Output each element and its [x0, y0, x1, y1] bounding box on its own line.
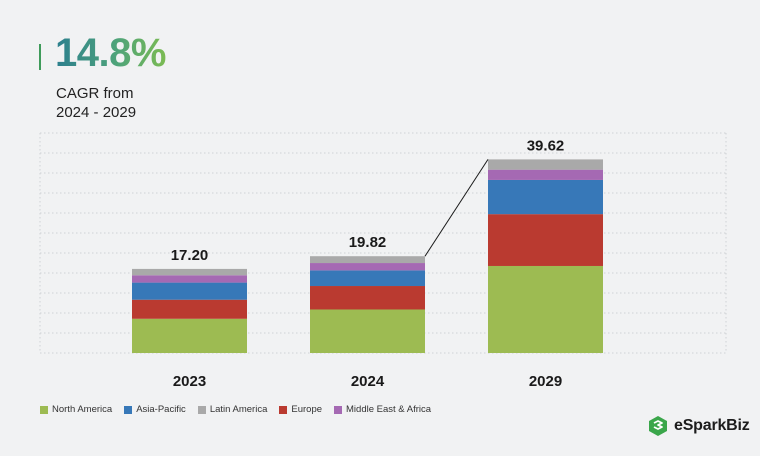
- bar-segment-europe-2029: [488, 214, 603, 266]
- bar-segment-europe-2024: [310, 286, 425, 310]
- bar-segment-latin-america-2029: [488, 159, 603, 170]
- bar-total-label: 39.62: [527, 137, 565, 154]
- cagr-label-line2: 2024 - 2029: [56, 104, 137, 121]
- cagr-label: CAGR from 2024 - 2029: [56, 84, 136, 122]
- x-tick-label: 2024: [351, 373, 385, 390]
- legend-swatch: [40, 405, 48, 414]
- legend-label: North America: [52, 404, 113, 415]
- bar-segment-north-america-2029: [488, 265, 603, 353]
- bar-segment-latin-america-2024: [310, 256, 425, 264]
- x-tick-label: 2029: [529, 373, 562, 390]
- brand-logo: eSparkBiz: [648, 415, 750, 437]
- legend-item: Middle East & Africa: [334, 404, 431, 415]
- cagr-accent-bar: [39, 44, 41, 70]
- cagr-value: 14.8%: [55, 31, 166, 75]
- bar-segment-middle-east-africa-2024: [310, 263, 425, 271]
- legend-swatch: [279, 405, 288, 414]
- stacked-bar-chart: 17.20 2023 19.82 2024 39.62 2029: [39, 132, 727, 390]
- bar-segment-europe-2023: [132, 299, 247, 319]
- legend-item: Latin America: [197, 404, 268, 415]
- legend-swatch: [334, 405, 343, 414]
- bar-total-label: 17.20: [171, 247, 209, 264]
- bar-segment-latin-america-2023: [132, 268, 247, 276]
- x-tick-label: 2023: [173, 373, 206, 390]
- bar-segment-middle-east-africa-2029: [488, 169, 603, 180]
- cagr-label-line1: CAGR from: [56, 85, 134, 102]
- legend-label: Middle East & Africa: [346, 404, 432, 415]
- bar-segment-north-america-2024: [310, 309, 425, 353]
- legend-item: North America: [40, 404, 112, 415]
- legend-swatch: [197, 405, 206, 414]
- legend-label: Asia-Pacific: [136, 404, 186, 415]
- legend-item: Europe: [279, 404, 322, 415]
- bar-segment-asia-pacific-2024: [310, 270, 425, 287]
- bar-segment-asia-pacific-2029: [488, 179, 603, 215]
- legend-label: Europe: [291, 404, 323, 415]
- legend-item: Asia-Pacific: [124, 404, 186, 415]
- bar-segment-north-america-2023: [132, 318, 247, 353]
- chart-legend: North America Asia-Pacific Latin America Eu…: [40, 404, 431, 415]
- legend-swatch: [124, 405, 133, 414]
- bar-segment-asia-pacific-2023: [132, 282, 247, 300]
- brand-name: eSparkBiz: [674, 417, 750, 434]
- esparkbiz-logo-icon: [649, 416, 667, 436]
- growth-connector-line: [424, 159, 489, 257]
- legend-label: Latin America: [209, 404, 268, 415]
- bar-total-label: 19.82: [349, 234, 387, 251]
- bar-segment-middle-east-africa-2023: [132, 275, 247, 283]
